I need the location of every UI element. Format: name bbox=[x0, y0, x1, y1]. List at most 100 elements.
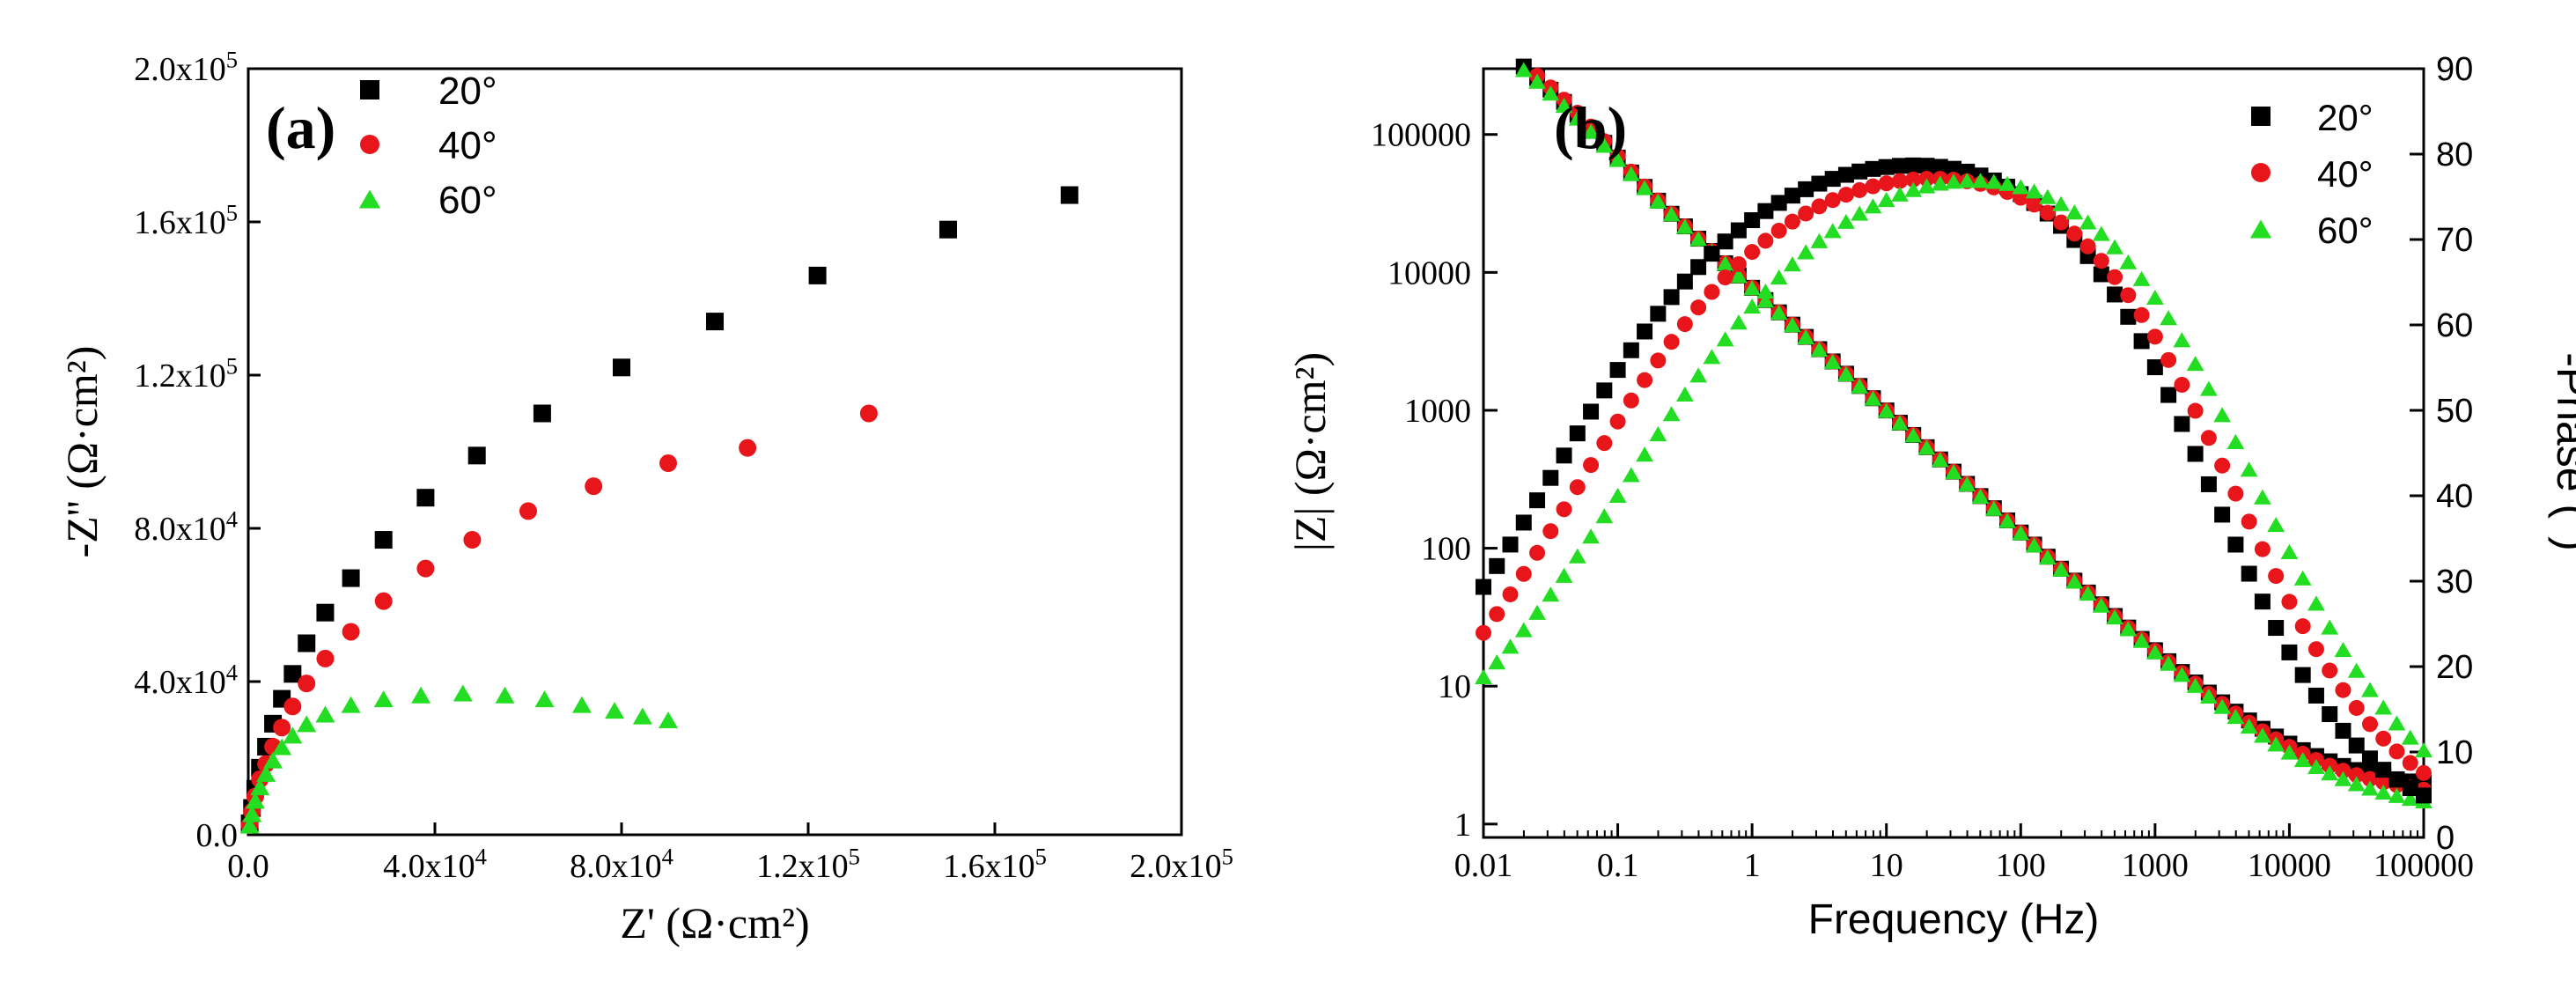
panel-b-point bbox=[1891, 186, 1909, 202]
panel-b-point bbox=[1636, 446, 1653, 462]
panel-b-point bbox=[2160, 655, 2178, 671]
panel-a-point bbox=[316, 603, 335, 622]
panel-b: 0.01 0.1 1 10 100 1000 10000 100000 11010010001… bbox=[1285, 51, 2576, 943]
panel-b-point bbox=[1650, 352, 1667, 369]
panel-a-point bbox=[659, 712, 678, 728]
panel-b-legend-label: 20° bbox=[2317, 97, 2374, 138]
panel-a-legend-marker bbox=[360, 135, 379, 154]
panel-a-point bbox=[416, 489, 435, 507]
panel-b-point bbox=[2388, 787, 2406, 803]
panel-b-point bbox=[1878, 159, 1895, 175]
panel-a-x-tick-label: 8.0x104 bbox=[570, 844, 673, 885]
panel-a-y-tick-label: 8.0x104 bbox=[134, 506, 238, 548]
panel-b-point bbox=[1904, 427, 1923, 443]
panel-b-x-tick-label: 10000 bbox=[2248, 847, 2331, 884]
panel-b-point bbox=[2038, 549, 2057, 565]
panel-b-point bbox=[1582, 123, 1600, 139]
panel-b-point bbox=[1744, 212, 1761, 229]
panel-a-y-axis-label: -Z'' (Ω·cm²) bbox=[57, 346, 107, 558]
panel-b-point bbox=[1918, 158, 1935, 174]
panel-a-point bbox=[272, 738, 292, 756]
panel-b-point bbox=[2348, 737, 2365, 754]
panel-b-point bbox=[1851, 205, 1869, 221]
panel-b-point bbox=[1784, 188, 1800, 204]
panel-b-point bbox=[2416, 787, 2432, 804]
panel-b-point bbox=[2401, 791, 2419, 807]
panel-a-point bbox=[245, 792, 265, 809]
panel-b-point bbox=[1689, 367, 1708, 383]
panel-b-point bbox=[2174, 376, 2190, 393]
panel-b-point bbox=[1743, 280, 1762, 296]
panel-b-point bbox=[2052, 195, 2070, 211]
panel-b-point bbox=[2025, 537, 2043, 553]
panel-b-y-tick-label: 10000 bbox=[1387, 254, 1471, 291]
panel-b-point bbox=[1784, 256, 1801, 272]
panel-b-point bbox=[1784, 317, 1801, 333]
panel-b-point bbox=[2321, 765, 2339, 781]
panel-b-point bbox=[1622, 467, 1640, 483]
panel-a-data-points bbox=[239, 186, 1078, 835]
panel-b-point bbox=[2145, 644, 2164, 660]
panel-b-point bbox=[2107, 269, 2123, 285]
panel-b-point bbox=[2335, 763, 2352, 779]
panel-a-point bbox=[632, 707, 652, 725]
panel-b-point bbox=[2267, 736, 2285, 752]
panel-a-legend-marker bbox=[360, 80, 379, 100]
panel-b-point bbox=[2187, 446, 2204, 462]
panel-b-point bbox=[1877, 192, 1895, 208]
panel-b-y-axis-label: |Z| (Ω·cm²) bbox=[1285, 352, 1335, 551]
panel-a-point bbox=[373, 690, 394, 708]
panel-b-point bbox=[1637, 372, 1653, 388]
panel-b-point bbox=[2065, 204, 2084, 220]
panel-b-point bbox=[2388, 743, 2405, 760]
panel-b-point bbox=[2322, 706, 2338, 723]
panel-b-point bbox=[1502, 586, 1519, 602]
panel-b-point bbox=[1931, 175, 1949, 191]
panel-b-point bbox=[1662, 206, 1681, 222]
panel-a-y-tick-label: 1.6x105 bbox=[134, 200, 238, 241]
panel-a-point bbox=[250, 778, 270, 796]
panel-b-point bbox=[2254, 541, 2271, 557]
panel-b-point bbox=[2053, 214, 2070, 231]
panel-b-point bbox=[1555, 98, 1573, 114]
panel-a-point bbox=[416, 559, 435, 578]
panel-b-legend-label: 60° bbox=[2317, 210, 2374, 251]
panel-b-x-tick-label: 10 bbox=[1870, 847, 1903, 884]
panel-b-point bbox=[2133, 333, 2150, 350]
panel-b-point bbox=[1663, 289, 1680, 306]
panel-b-point bbox=[2092, 597, 2110, 613]
panel-a-x-tick-label: 1.2x105 bbox=[756, 844, 860, 885]
panel-a-point bbox=[739, 439, 757, 457]
panel-b-point bbox=[1770, 195, 1787, 211]
panel-b-x-tick-label: 0.1 bbox=[1597, 847, 1639, 884]
panel-b-point bbox=[2132, 632, 2151, 648]
panel-a-legend: 20° 40° 60° bbox=[358, 70, 497, 222]
panel-b-point bbox=[1756, 292, 1775, 308]
panel-a-x-ticks: 0.0 4.0x104 8.0x104 1.2x105 1.6x105 2.0x105 bbox=[227, 822, 1233, 885]
panel-b-y-ticks: 1 10 100 1000 10000 100000 bbox=[1371, 117, 1498, 844]
panel-b-point bbox=[2174, 416, 2190, 432]
panel-a-point bbox=[533, 404, 551, 423]
panel-b-right-y-tick-label: 20 bbox=[2436, 649, 2473, 686]
panel-b-point bbox=[2348, 767, 2365, 784]
panel-b-point bbox=[2254, 727, 2271, 743]
panel-b-point bbox=[1690, 299, 1707, 316]
panel-b-point bbox=[1958, 173, 1976, 188]
panel-b-right-y-ticks: 0 10 20 30 40 50 60 70 80 90 bbox=[2410, 51, 2473, 857]
panel-b-legend-marker bbox=[2251, 163, 2271, 182]
panel-a-x-tick-label: 0.0 bbox=[227, 848, 269, 885]
panel-b-point bbox=[2280, 744, 2299, 760]
panel-b-point bbox=[1636, 180, 1653, 195]
panel-b-point bbox=[1555, 567, 1573, 583]
panel-b-point bbox=[2119, 254, 2138, 269]
panel-b-point bbox=[1864, 198, 1882, 214]
panel-a-point bbox=[939, 220, 957, 239]
panel-b-point bbox=[1823, 353, 1842, 370]
panel-b-point bbox=[1623, 342, 1639, 358]
panel-b-point bbox=[1609, 362, 1626, 379]
panel-b-point bbox=[2281, 594, 2298, 610]
panel-b-point bbox=[1569, 479, 1586, 496]
panel-a: 0.0 4.0x104 8.0x104 1.2x105 1.6x105 2.0x105 0… bbox=[57, 47, 1233, 947]
panel-b-point bbox=[1595, 508, 1614, 524]
